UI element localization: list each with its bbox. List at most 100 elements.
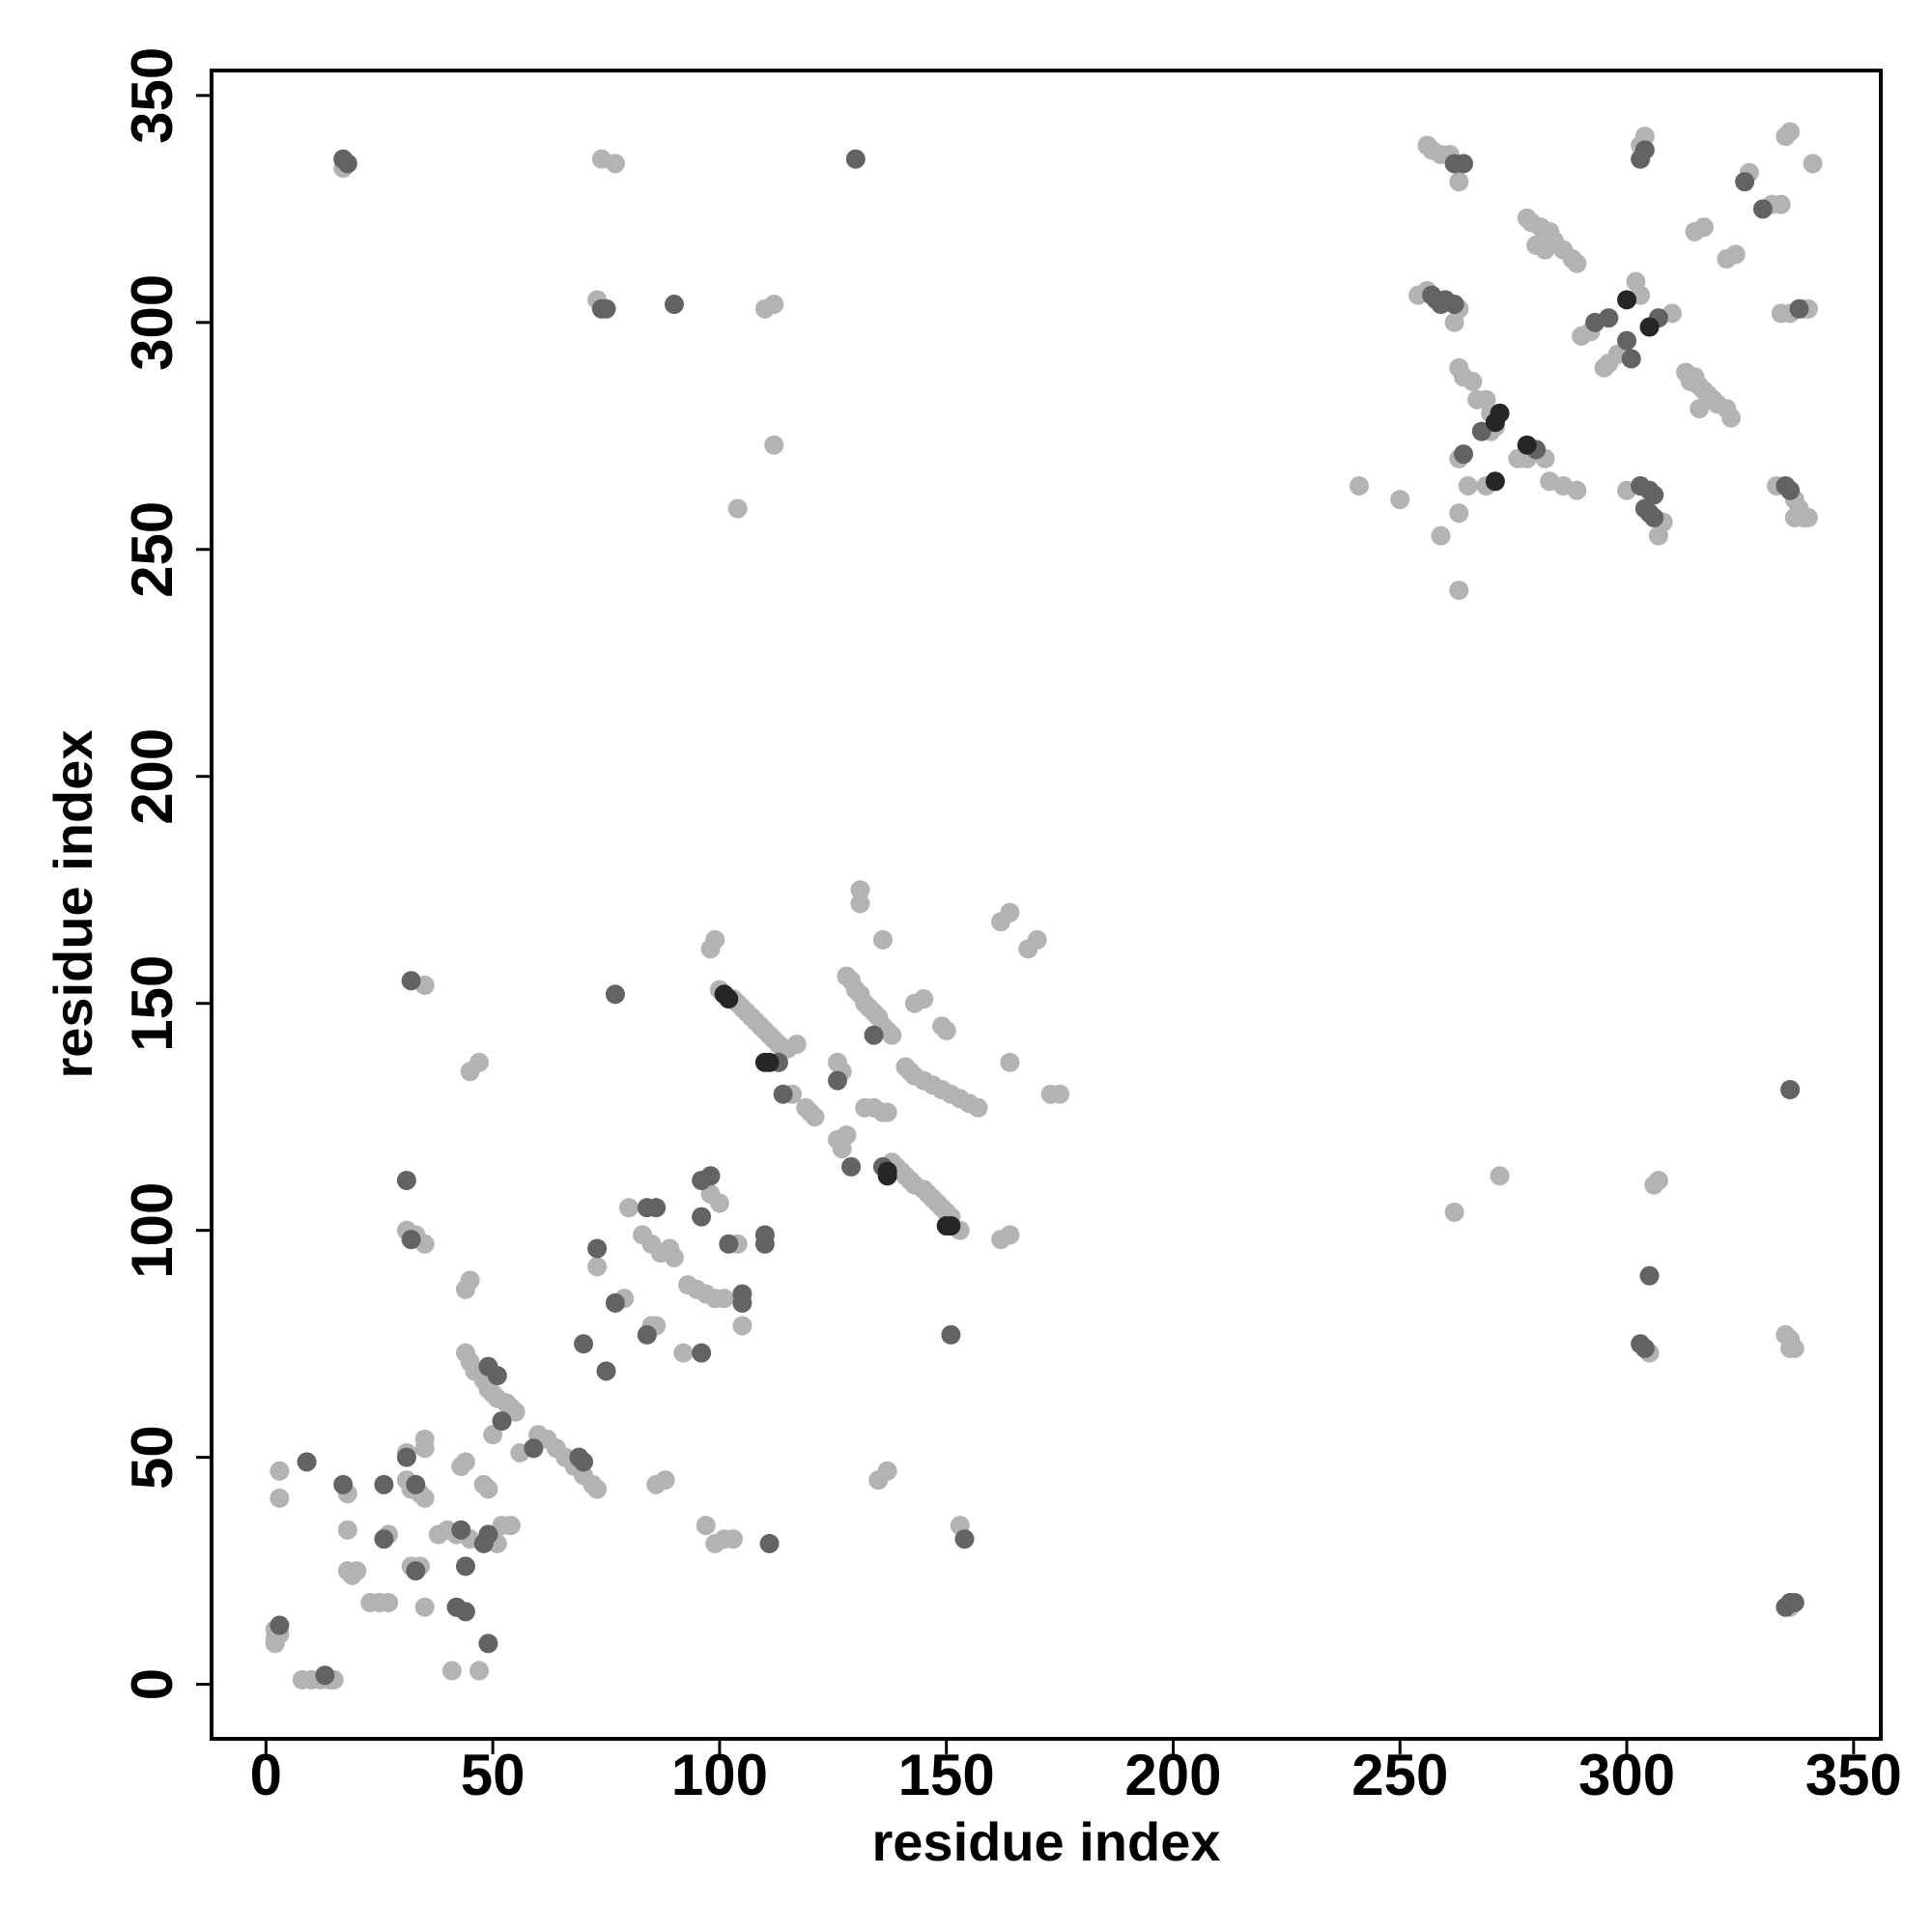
point xyxy=(1449,581,1469,601)
point xyxy=(406,1474,426,1494)
point xyxy=(637,1324,657,1345)
point xyxy=(754,1225,775,1245)
x-tick-label: 350 xyxy=(1805,1743,1902,1807)
y-tick-label: 0 xyxy=(120,1668,185,1700)
point xyxy=(719,989,739,1009)
point xyxy=(315,1665,335,1686)
point xyxy=(619,1198,639,1218)
point xyxy=(469,1661,490,1681)
point xyxy=(864,1025,884,1045)
point xyxy=(709,1193,729,1213)
point xyxy=(941,1215,961,1236)
point xyxy=(1621,349,1641,369)
point xyxy=(1567,480,1587,500)
point xyxy=(1798,507,1818,527)
point xyxy=(724,1529,743,1549)
point xyxy=(1780,122,1801,142)
point xyxy=(696,1516,716,1536)
x-axis-label: residue index xyxy=(871,1811,1220,1872)
point xyxy=(1725,244,1746,265)
point xyxy=(872,929,893,950)
point xyxy=(732,1316,753,1336)
point xyxy=(845,149,866,169)
point xyxy=(1735,172,1755,192)
point xyxy=(805,1107,825,1127)
point xyxy=(1780,480,1801,500)
point xyxy=(596,298,616,319)
point xyxy=(941,1324,961,1345)
point xyxy=(379,1593,399,1613)
point xyxy=(460,1270,480,1291)
point xyxy=(700,1166,721,1186)
point xyxy=(1449,503,1469,524)
point xyxy=(655,1470,675,1491)
point xyxy=(1599,308,1619,328)
point xyxy=(837,1124,857,1145)
point xyxy=(1639,1265,1660,1286)
point xyxy=(1000,902,1020,923)
point xyxy=(265,1634,285,1654)
point xyxy=(455,1602,475,1622)
point xyxy=(451,1457,471,1477)
point xyxy=(396,1170,416,1190)
point xyxy=(705,929,725,950)
point xyxy=(605,1293,625,1313)
point xyxy=(596,1361,616,1381)
point xyxy=(828,1070,847,1091)
point xyxy=(500,1516,521,1536)
point xyxy=(786,1035,807,1055)
point xyxy=(605,154,625,174)
point xyxy=(505,1402,526,1422)
point xyxy=(469,1052,490,1072)
point xyxy=(1803,154,1823,174)
point xyxy=(1784,1593,1804,1613)
point xyxy=(1690,399,1710,419)
point xyxy=(1626,271,1646,292)
point xyxy=(1449,172,1469,192)
point xyxy=(1644,507,1664,527)
point xyxy=(1454,444,1473,465)
point xyxy=(455,1556,475,1577)
x-tick-label: 200 xyxy=(1124,1743,1221,1807)
point xyxy=(406,1561,426,1581)
point xyxy=(1721,408,1742,428)
point xyxy=(1444,1202,1464,1222)
x-tick-label: 50 xyxy=(461,1743,526,1807)
point xyxy=(773,1084,793,1104)
point xyxy=(333,149,354,169)
point xyxy=(414,1597,435,1617)
point xyxy=(1471,421,1492,441)
point xyxy=(759,1533,780,1553)
y-tick-label: 150 xyxy=(120,955,185,1052)
point xyxy=(605,984,625,1005)
point xyxy=(347,1561,367,1581)
y-tick-label: 100 xyxy=(120,1182,185,1279)
point xyxy=(574,1334,594,1354)
point xyxy=(297,1452,317,1472)
point xyxy=(1050,1084,1070,1104)
point xyxy=(692,1343,712,1363)
point xyxy=(877,1461,897,1481)
point xyxy=(333,1474,354,1494)
point xyxy=(1631,149,1651,169)
point xyxy=(1535,240,1555,260)
point xyxy=(1639,317,1660,337)
point xyxy=(414,1438,435,1459)
y-tick-label: 200 xyxy=(120,728,185,825)
point xyxy=(483,1425,503,1445)
point xyxy=(692,1207,712,1227)
point xyxy=(954,1529,975,1549)
point xyxy=(1634,1338,1655,1358)
point xyxy=(401,971,421,991)
y-tick-label: 250 xyxy=(120,501,185,598)
point xyxy=(270,1488,290,1508)
point xyxy=(1648,1170,1668,1190)
point xyxy=(1784,1338,1804,1358)
point xyxy=(487,1366,507,1386)
point xyxy=(841,1156,862,1177)
point xyxy=(441,1661,462,1681)
point xyxy=(396,1447,416,1467)
point xyxy=(574,1452,594,1472)
point xyxy=(1693,217,1714,238)
point xyxy=(882,1025,902,1045)
